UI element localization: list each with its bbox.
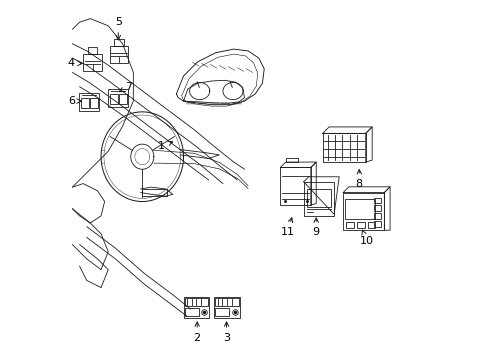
Bar [215, 309, 229, 316]
Bar [374, 198, 380, 203]
Text: 6: 6 [68, 96, 81, 106]
Text: 3: 3 [223, 322, 229, 343]
Text: 7: 7 [119, 82, 132, 92]
Bar [345, 199, 374, 220]
Bar [110, 94, 118, 104]
Bar [356, 222, 364, 228]
Bar [184, 298, 208, 306]
Text: 1: 1 [158, 141, 172, 151]
Bar [119, 94, 127, 104]
Bar [285, 158, 298, 162]
Text: 10: 10 [359, 230, 373, 246]
Text: 4: 4 [68, 58, 82, 68]
Bar [81, 98, 89, 108]
Text: 9: 9 [312, 218, 319, 237]
Text: 8: 8 [355, 170, 362, 189]
Bar [322, 134, 365, 162]
Bar [108, 89, 128, 107]
Bar [184, 309, 199, 316]
Text: 5: 5 [115, 17, 122, 40]
Bar [214, 297, 239, 318]
Bar [374, 213, 380, 219]
Bar [374, 221, 380, 226]
Bar [114, 40, 123, 46]
Bar [215, 298, 238, 306]
Bar [306, 189, 330, 207]
Bar [109, 46, 128, 63]
Bar [346, 222, 353, 228]
Bar [280, 167, 310, 205]
Bar [303, 182, 333, 216]
Bar [83, 54, 102, 71]
Text: 2: 2 [193, 322, 200, 343]
Bar [343, 193, 384, 230]
Bar [142, 189, 167, 196]
Bar [79, 93, 99, 111]
Bar [183, 297, 209, 318]
Bar [90, 98, 98, 108]
Bar [374, 206, 380, 211]
Bar [367, 222, 375, 228]
Text: 11: 11 [280, 218, 294, 237]
Bar [88, 47, 97, 54]
